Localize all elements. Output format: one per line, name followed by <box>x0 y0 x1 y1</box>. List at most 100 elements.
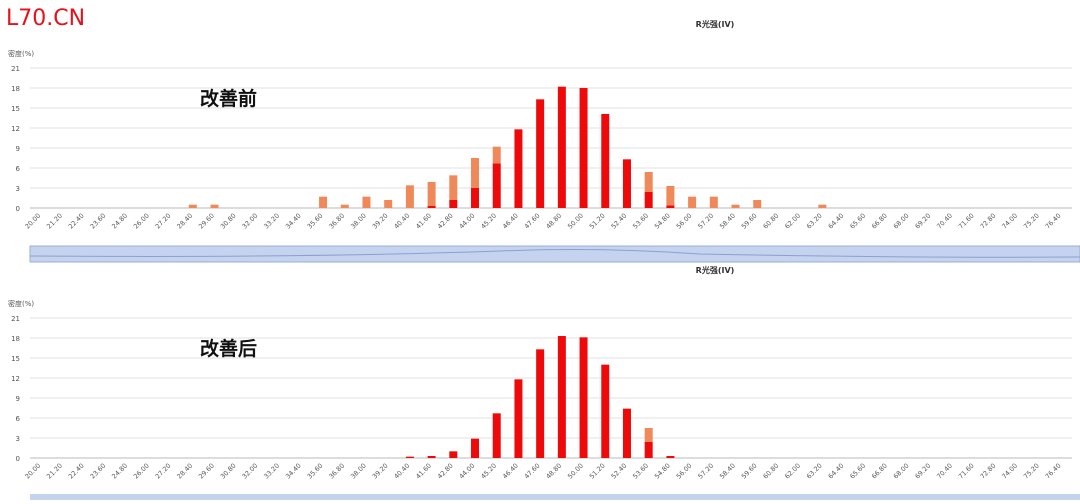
x-tick-label: 46.40 <box>501 462 520 481</box>
y-tick-label: 3 <box>16 435 20 443</box>
x-tick-label: 60.80 <box>762 462 781 481</box>
bar <box>471 158 480 188</box>
x-tick-label: 50.00 <box>566 462 585 481</box>
bar <box>319 196 328 208</box>
x-tick-label: 47.60 <box>523 462 542 481</box>
x-tick-label: 59.60 <box>740 212 759 231</box>
x-tick-label: 26.00 <box>132 462 151 481</box>
x-tick-label: 52.40 <box>610 212 629 231</box>
x-tick-label: 64.40 <box>827 212 846 231</box>
bar <box>644 192 653 208</box>
x-tick-label: 54.80 <box>653 462 672 481</box>
x-tick-label: 72.80 <box>979 462 998 481</box>
bar <box>449 200 458 208</box>
y-tick-label: 18 <box>11 335 20 343</box>
x-tick-label: 30.80 <box>219 462 238 481</box>
x-tick-label: 21.20 <box>45 462 64 481</box>
x-tick-label: 60.80 <box>762 212 781 231</box>
x-tick-label: 27.20 <box>154 212 173 231</box>
range-slider[interactable] <box>29 245 1080 500</box>
x-tick-label: 34.40 <box>284 212 303 231</box>
x-tick-label: 30.80 <box>219 212 238 231</box>
bar <box>644 428 653 442</box>
x-tick-label: 70.40 <box>935 212 954 231</box>
y-tick-label: 21 <box>11 65 20 73</box>
x-tick-label: 33.20 <box>262 212 281 231</box>
annotation: 改善前 <box>200 87 257 110</box>
x-tick-label: 72.80 <box>979 212 998 231</box>
bar <box>427 456 436 458</box>
bar <box>579 88 588 208</box>
bar <box>709 196 718 208</box>
x-tick-label: 66.80 <box>870 212 889 231</box>
x-tick-label: 23.60 <box>89 462 108 481</box>
x-tick-label: 58.40 <box>718 462 737 481</box>
bar <box>492 413 501 458</box>
x-tick-label: 71.60 <box>957 462 976 481</box>
x-tick-label: 75.20 <box>1022 212 1041 231</box>
x-tick-label: 20.00 <box>23 462 42 481</box>
x-tick-label: 28.40 <box>175 212 194 231</box>
bar <box>644 172 653 192</box>
x-tick-label: 34.40 <box>284 462 303 481</box>
y-tick-label: 12 <box>11 375 20 383</box>
y-tick-label: 18 <box>11 85 20 93</box>
x-tick-label: 71.60 <box>957 212 976 231</box>
x-tick-label: 51.20 <box>588 462 607 481</box>
y-tick-label: 12 <box>11 125 20 133</box>
bar <box>666 186 675 206</box>
x-tick-label: 26.00 <box>132 212 151 231</box>
bar <box>427 182 436 206</box>
x-tick-label: 62.00 <box>783 462 802 481</box>
y-tick-label: 0 <box>16 455 20 463</box>
bar <box>449 451 458 458</box>
x-tick-label: 42.80 <box>436 462 455 481</box>
x-tick-label: 75.20 <box>1022 462 1041 481</box>
watermark: L70.CN <box>6 6 85 31</box>
x-tick-label: 46.40 <box>501 212 520 231</box>
x-tick-label: 40.40 <box>392 462 411 481</box>
slider-track[interactable] <box>29 245 1080 263</box>
y-tick-label: 9 <box>16 145 20 153</box>
y-tick-label: 15 <box>11 355 20 363</box>
x-tick-label: 36.80 <box>327 212 346 231</box>
bar <box>753 200 762 208</box>
bar <box>514 379 523 458</box>
x-tick-label: 56.00 <box>675 212 694 231</box>
bar <box>514 129 523 208</box>
bar <box>666 456 675 458</box>
x-tick-label: 48.80 <box>544 212 563 231</box>
bar <box>449 175 458 200</box>
x-tick-label: 59.60 <box>740 462 759 481</box>
bar <box>405 185 414 208</box>
slider-track[interactable] <box>30 494 1080 500</box>
bar <box>362 196 371 208</box>
chart-title: R光强(IV) <box>696 19 735 29</box>
bar <box>644 442 653 458</box>
x-tick-label: 76.40 <box>1044 462 1063 481</box>
x-tick-label: 42.80 <box>436 212 455 231</box>
x-tick-label: 22.40 <box>67 462 86 481</box>
bar <box>471 188 480 208</box>
y-tick-label: 3 <box>16 185 20 193</box>
y-tick-label: 6 <box>16 415 21 423</box>
bar <box>384 200 393 208</box>
bar <box>557 86 566 208</box>
chart: R光强(IV) 密度(%) 改善前 0 3 6 9 12 15 18 21 20.00 21.20 22.… <box>8 19 1072 231</box>
bar <box>579 337 588 458</box>
x-tick-label: 63.20 <box>805 212 824 231</box>
x-tick-label: 33.20 <box>262 462 281 481</box>
x-tick-label: 63.20 <box>805 462 824 481</box>
chart: R光强(IV) 密度(%) 改善后 0 3 6 9 12 15 18 21 20.00 21.20 22.… <box>8 265 1072 481</box>
x-tick-label: 24.80 <box>110 212 129 231</box>
x-tick-label: 45.20 <box>479 212 498 231</box>
bar <box>622 159 631 208</box>
x-tick-label: 32.00 <box>241 462 260 481</box>
x-tick-label: 65.60 <box>848 462 867 481</box>
x-tick-label: 70.40 <box>935 462 954 481</box>
x-tick-label: 57.20 <box>696 212 715 231</box>
bar <box>818 204 827 208</box>
x-tick-label: 44.00 <box>458 212 477 231</box>
bar <box>492 163 501 208</box>
